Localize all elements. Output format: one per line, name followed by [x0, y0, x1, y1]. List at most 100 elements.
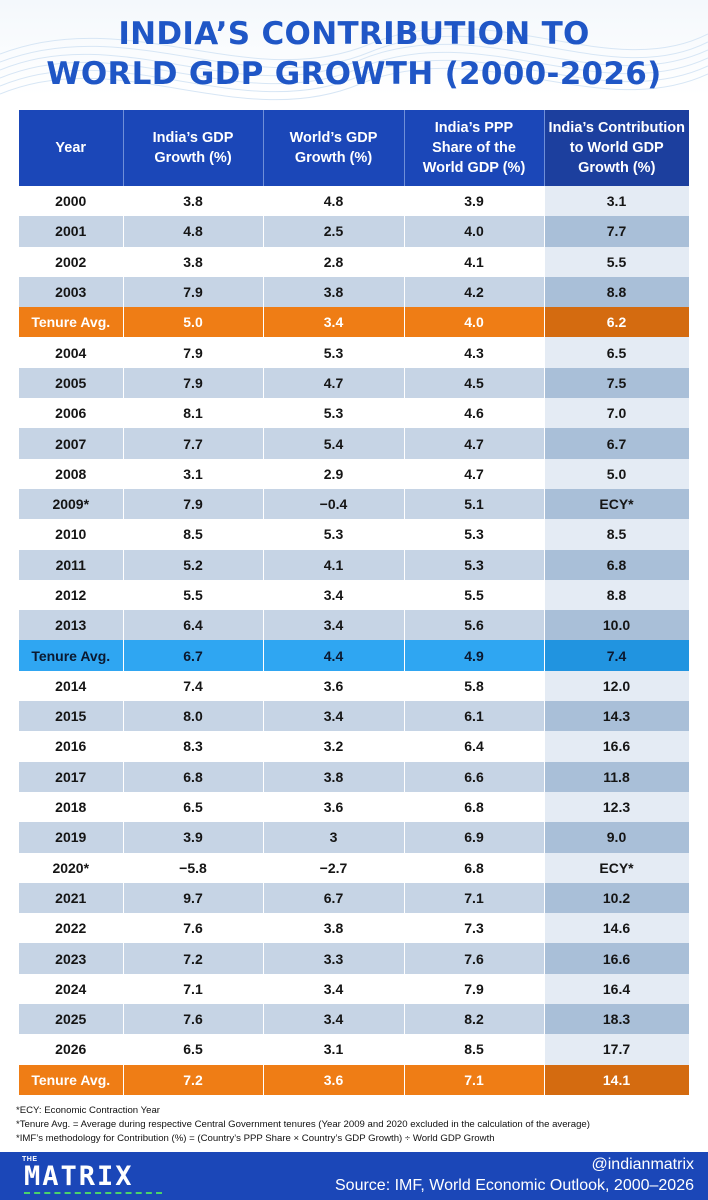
world-gdp-growth-cell: 4.1: [263, 549, 405, 580]
year-cell: 2022: [19, 913, 124, 944]
india-contribution-cell: 9.0: [544, 822, 690, 853]
india-gdp-growth-cell: 6.4: [123, 610, 264, 641]
header-india-gdp-growth: India’s GDP Growth (%): [123, 110, 264, 186]
year-cell: 2012: [19, 579, 124, 611]
table-row: 2023 7.2 3.3 7.6 16.6: [19, 943, 690, 974]
title-line-2: WORLD GDP GROWTH (2000-2026): [46, 56, 662, 92]
table-row: 2025 7.6 3.4 8.2 18.3: [19, 1004, 690, 1035]
india-ppp-share-cell: 4.2: [404, 276, 545, 308]
year-cell: Tenure Avg.: [19, 640, 124, 671]
world-gdp-growth-cell: 3.3: [263, 943, 405, 974]
header-line: Growth (%): [578, 160, 656, 176]
page-title: INDIA’S CONTRIBUTION TO WORLD GDP GROWTH…: [0, 14, 708, 94]
table-row: 2003 7.9 3.8 4.2 8.8: [19, 276, 690, 308]
tenure-average-row: Tenure Avg. 5.0 3.4 4.0 6.2: [19, 307, 690, 338]
world-gdp-growth-cell: 3.4: [263, 973, 405, 1005]
year-cell: 2000: [19, 186, 124, 217]
table-row: 2004 7.9 5.3 4.3 6.5: [19, 337, 690, 368]
world-gdp-growth-cell: 4.8: [263, 186, 405, 217]
india-gdp-growth-cell: 7.9: [123, 276, 264, 308]
india-contribution-cell: 10.2: [544, 882, 690, 914]
world-gdp-growth-cell: 4.4: [263, 640, 405, 671]
world-gdp-growth-cell: 3: [263, 822, 405, 853]
table-row: 2015 8.0 3.4 6.1 14.3: [19, 701, 690, 732]
india-contribution-cell: 6.7: [544, 428, 690, 459]
india-gdp-growth-cell: 7.2: [123, 1064, 264, 1095]
world-gdp-growth-cell: 5.3: [263, 398, 405, 429]
table-row: 2000 3.8 4.8 3.9 3.1: [19, 186, 690, 217]
year-cell: 2004: [19, 337, 124, 368]
header-line: Growth (%): [294, 150, 373, 166]
india-ppp-share-cell: 3.9: [404, 186, 545, 217]
logo-wordmark: MATRIX: [24, 1161, 134, 1192]
header-world-gdp-growth: World’s GDP Growth (%): [263, 110, 405, 186]
logo-small-text: THE: [22, 1156, 38, 1163]
india-contribution-cell: 14.3: [544, 701, 690, 732]
year-cell: 2024: [19, 973, 124, 1005]
india-ppp-share-cell: 7.1: [404, 1064, 545, 1095]
india-gdp-growth-cell: 7.9: [123, 367, 264, 399]
table-row: 2026 6.5 3.1 8.5 17.7: [19, 1034, 690, 1065]
india-ppp-share-cell: 4.9: [404, 640, 545, 671]
india-ppp-share-cell: 5.8: [404, 670, 545, 702]
world-gdp-growth-cell: 3.1: [263, 1034, 405, 1065]
india-contribution-cell: 7.7: [544, 216, 690, 247]
india-contribution-cell: 14.6: [544, 913, 690, 944]
table-row: 2006 8.1 5.3 4.6 7.0: [19, 398, 690, 429]
world-gdp-growth-cell: 2.9: [263, 458, 405, 489]
india-ppp-share-cell: 5.5: [404, 579, 545, 611]
tenure-average-row: Tenure Avg. 7.2 3.6 7.1 14.1: [19, 1064, 690, 1095]
world-gdp-growth-cell: −0.4: [263, 488, 405, 520]
india-gdp-growth-cell: 8.0: [123, 701, 264, 732]
header-line: India’s Contribution: [548, 120, 685, 136]
india-ppp-share-cell: 8.5: [404, 1034, 545, 1065]
year-cell: 2021: [19, 882, 124, 914]
india-ppp-share-cell: 7.1: [404, 882, 545, 914]
header-line: World’s GDP: [289, 130, 378, 146]
header-line: India’s GDP: [152, 130, 234, 146]
table-row: 2021 9.7 6.7 7.1 10.2: [19, 882, 690, 914]
table-row: 2002 3.8 2.8 4.1 5.5: [19, 246, 690, 277]
table-row: 2024 7.1 3.4 7.9 16.4: [19, 973, 690, 1005]
india-ppp-share-cell: 5.3: [404, 519, 545, 550]
world-gdp-growth-cell: 3.4: [263, 579, 405, 611]
year-cell: 2020*: [19, 852, 124, 883]
year-cell: 2023: [19, 943, 124, 974]
india-contribution-cell: 7.0: [544, 398, 690, 429]
world-gdp-growth-cell: 6.7: [263, 882, 405, 914]
india-ppp-share-cell: 5.3: [404, 549, 545, 580]
india-ppp-share-cell: 4.7: [404, 458, 545, 489]
year-cell: 2026: [19, 1034, 124, 1065]
world-gdp-growth-cell: 3.8: [263, 276, 405, 308]
india-gdp-growth-cell: 3.8: [123, 186, 264, 217]
year-cell: 2007: [19, 428, 124, 459]
india-ppp-share-cell: 6.4: [404, 731, 545, 762]
india-ppp-share-cell: 7.3: [404, 913, 545, 944]
footnotes: *ECY: Economic Contraction Year *Tenure …: [16, 1104, 696, 1146]
india-contribution-cell: ECY*: [544, 852, 690, 883]
year-cell: Tenure Avg.: [19, 307, 124, 338]
india-gdp-growth-cell: 7.7: [123, 428, 264, 459]
year-cell: 2010: [19, 519, 124, 550]
table-row: 2012 5.5 3.4 5.5 8.8: [19, 579, 690, 611]
india-ppp-share-cell: 6.9: [404, 822, 545, 853]
india-contribution-cell: 12.3: [544, 791, 690, 823]
matrix-logo: THE MATRIX: [22, 1156, 172, 1196]
india-gdp-growth-cell: 8.3: [123, 731, 264, 762]
table-row: 2018 6.5 3.6 6.8 12.3: [19, 791, 690, 823]
world-gdp-growth-cell: 2.5: [263, 216, 405, 247]
table-row: 2010 8.5 5.3 5.3 8.5: [19, 519, 690, 550]
india-gdp-growth-cell: 5.5: [123, 579, 264, 611]
india-contribution-cell: 6.5: [544, 337, 690, 368]
india-gdp-growth-cell: 9.7: [123, 882, 264, 914]
header-line: India’s PPP: [434, 120, 514, 136]
table-row: 2014 7.4 3.6 5.8 12.0: [19, 670, 690, 702]
india-contribution-cell: 3.1: [544, 186, 690, 217]
year-cell: 2005: [19, 367, 124, 399]
india-contribution-cell: 18.3: [544, 1004, 690, 1035]
header-india-ppp-share: India’s PPP Share of the World GDP (%): [404, 110, 545, 186]
india-gdp-growth-cell: 4.8: [123, 216, 264, 247]
india-ppp-share-cell: 6.8: [404, 791, 545, 823]
world-gdp-growth-cell: 3.4: [263, 610, 405, 641]
year-cell: 2011: [19, 549, 124, 580]
